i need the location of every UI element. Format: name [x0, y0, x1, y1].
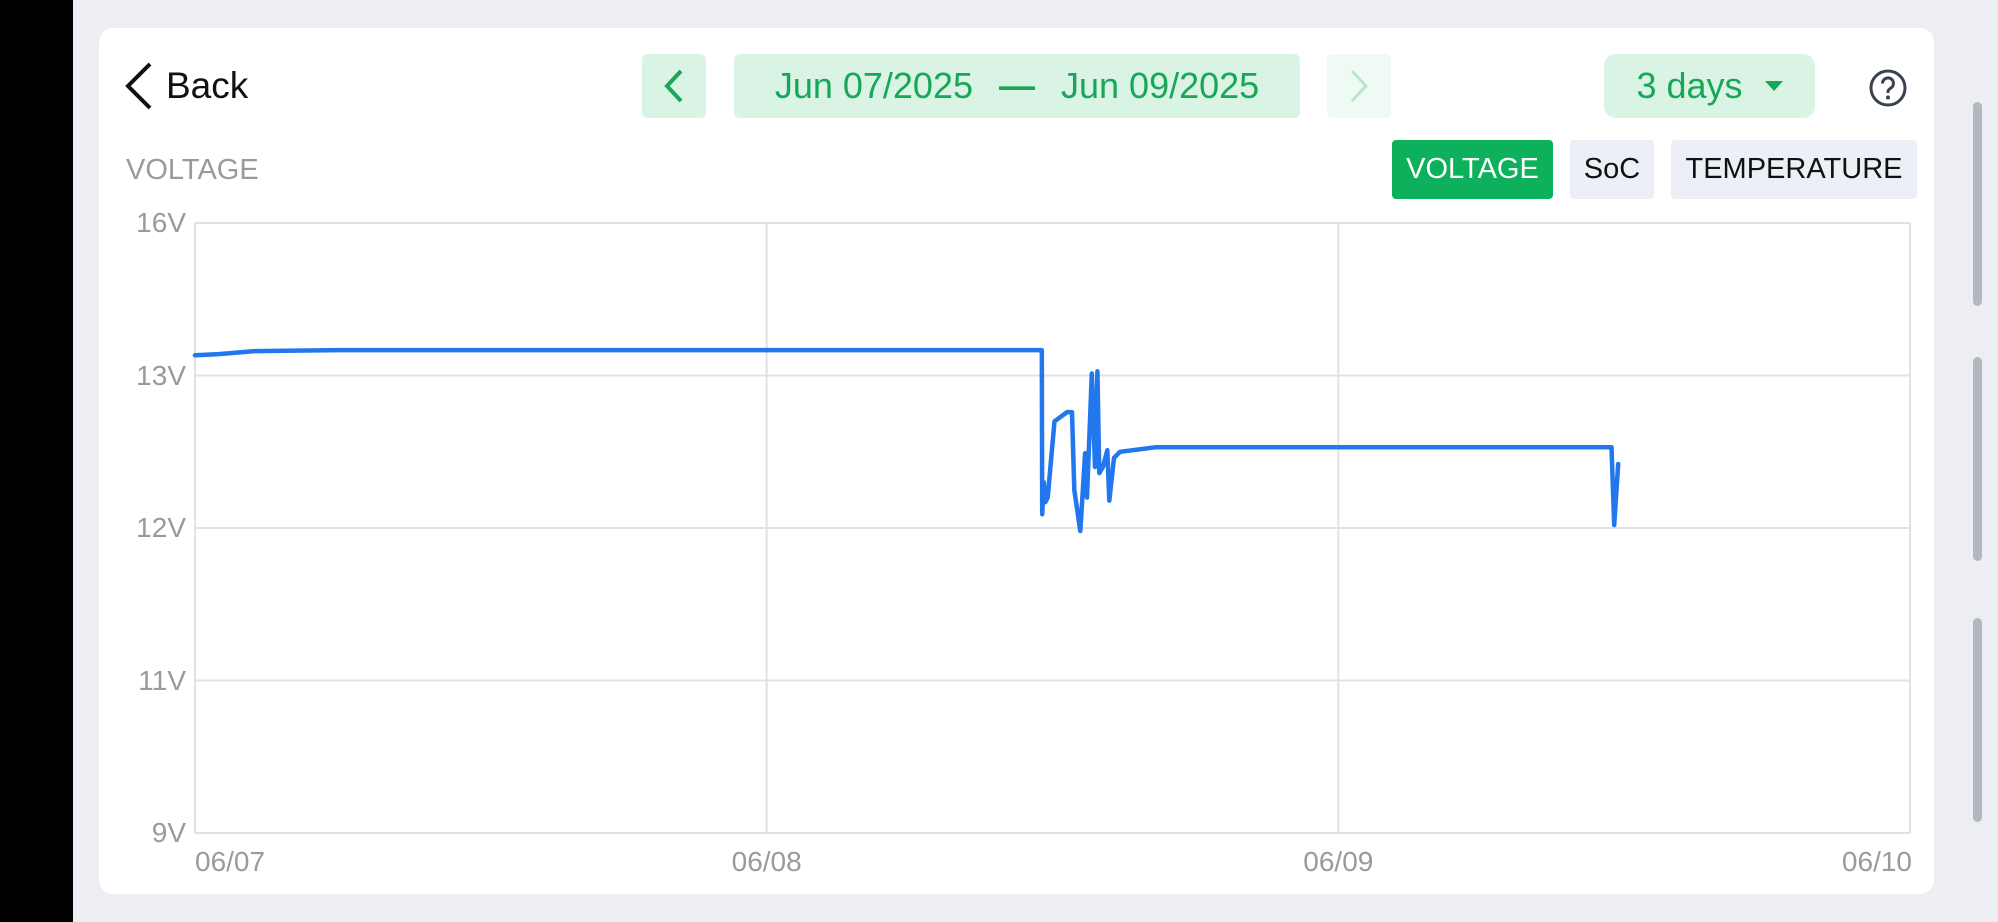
help-button[interactable] [1868, 68, 1908, 108]
x-tick-label: 06/10 [1841, 846, 1912, 877]
range-dropdown[interactable]: 3 days [1604, 54, 1815, 118]
chart-label: VOLTAGE [126, 154, 259, 186]
chevron-left-icon [664, 69, 683, 103]
y-tick-label: 13V [136, 359, 186, 391]
voltage-series-line [192, 347, 1621, 534]
y-tick-label: 12V [136, 512, 186, 543]
scrollbar-segment[interactable] [1973, 357, 1982, 561]
x-tick-label: 06/07 [195, 846, 266, 877]
tab-temperature[interactable]: TEMPERATURE [1671, 140, 1917, 199]
x-tick-label: 06/08 [731, 846, 802, 877]
range-value: 3 days [1636, 65, 1743, 106]
chevron-right-icon [1350, 69, 1369, 103]
y-tick-label: 11V [138, 664, 186, 696]
left-edge [0, 0, 73, 922]
tab-soc[interactable]: SoC [1570, 140, 1654, 199]
next-range-button[interactable] [1327, 54, 1391, 118]
y-tick-label: 16V [136, 207, 186, 238]
date-range-display[interactable]: Jun 07/2025 — Jun 09/2025 [734, 54, 1300, 118]
date-separator: — [999, 65, 1035, 106]
previous-range-button[interactable] [642, 54, 706, 118]
caret-down-icon [1764, 81, 1783, 91]
x-tick-label: 06/09 [1303, 846, 1374, 877]
date-end: Jun 09/2025 [1061, 65, 1260, 106]
back-label: Back [166, 65, 249, 106]
tab-voltage[interactable]: VOLTAGE [1392, 140, 1553, 199]
back-button[interactable]: Back [124, 60, 248, 112]
scrollbar-segment[interactable] [1973, 102, 1982, 306]
question-circle-icon [1869, 69, 1907, 107]
date-start: Jun 07/2025 [774, 65, 973, 106]
scrollbar-segment[interactable] [1973, 618, 1982, 822]
y-tick-label: 9V [151, 817, 186, 848]
chevron-left-icon [125, 62, 152, 110]
